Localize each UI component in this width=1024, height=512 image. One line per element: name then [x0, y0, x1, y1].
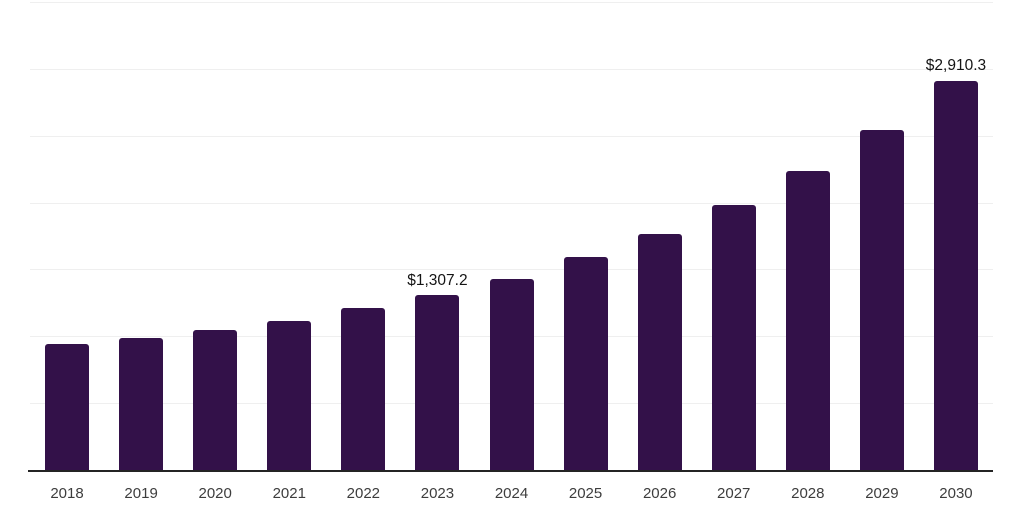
bar-2019 [119, 337, 164, 470]
x-tick-label-2027: 2027 [717, 485, 751, 502]
data-label-2030: $2,910.3 [925, 57, 987, 75]
x-tick-label-2025: 2025 [568, 485, 603, 502]
gridline [30, 202, 993, 204]
x-tick-label-2026: 2026 [642, 485, 677, 502]
bar-2025 [563, 256, 608, 470]
x-axis-line [28, 470, 993, 472]
bar-2030 [933, 80, 978, 470]
x-tick-label-2029: 2029 [865, 485, 899, 502]
gridline [30, 68, 993, 70]
x-tick-label-2019: 2019 [124, 485, 158, 502]
gridline [30, 2, 993, 3]
bar-2023 [415, 295, 460, 470]
bar-2028 [785, 170, 830, 470]
plot-area: $1,307.2 $2,910.3 [30, 2, 993, 470]
bar-2018 [45, 344, 90, 470]
x-tick-label-2020: 2020 [198, 485, 232, 502]
bar-2029 [859, 130, 904, 470]
bar-2026 [637, 234, 682, 470]
bar-2020 [193, 330, 238, 470]
x-tick-label-2030: 2030 [939, 485, 973, 502]
x-tick-label-2024: 2024 [494, 485, 529, 502]
bar-2022 [341, 308, 386, 470]
bar-2024 [489, 278, 534, 470]
gridline [30, 269, 993, 271]
x-tick-label-2022: 2022 [346, 485, 381, 502]
bar-2021 [267, 321, 312, 470]
bar-2027 [711, 204, 756, 470]
x-tick-label-2018: 2018 [50, 485, 84, 502]
x-tick-label-2028: 2028 [791, 485, 825, 502]
gridline [30, 135, 993, 137]
data-label-2023: $1,307.2 [407, 271, 468, 289]
x-tick-label-2021: 2021 [272, 485, 306, 502]
x-tick-label-2023: 2023 [420, 485, 455, 502]
